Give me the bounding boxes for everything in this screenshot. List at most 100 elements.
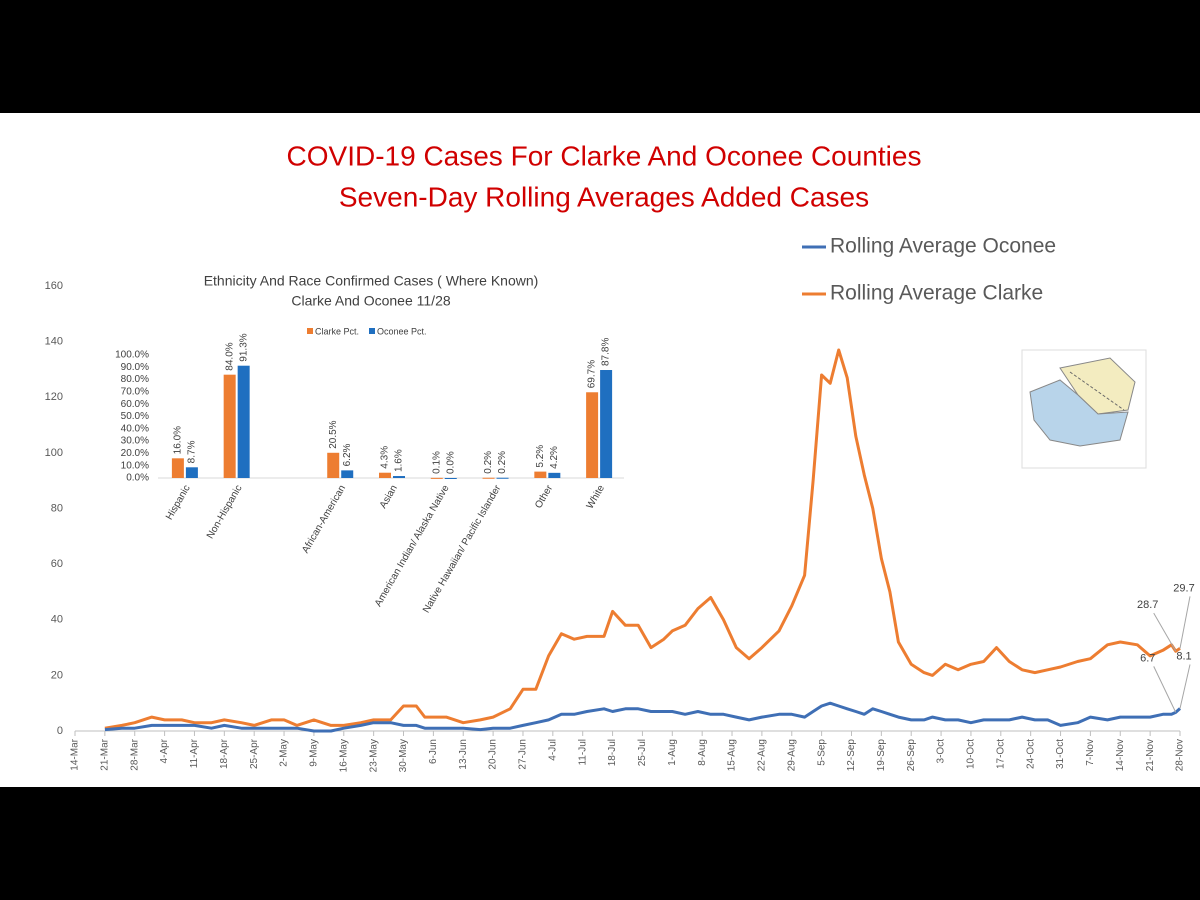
x-tick-label: 25-Apr xyxy=(249,738,260,769)
x-tick-label: 1-Aug xyxy=(667,739,678,766)
data-label: 69.7% xyxy=(587,360,598,388)
bar xyxy=(586,392,599,478)
y-tick-label: 120 xyxy=(45,391,63,403)
y-tick-label: 40.0% xyxy=(121,423,149,434)
x-tick-label: 14-Nov xyxy=(1115,739,1126,771)
label-leader xyxy=(1179,596,1191,649)
x-tick-label: 11-Jul xyxy=(577,739,588,766)
bar xyxy=(379,472,391,478)
bar xyxy=(444,478,457,479)
bar xyxy=(548,472,561,478)
y-tick-label: 80.0% xyxy=(121,374,149,385)
inset-title: Ethnicity And Race Confirmed Cases ( Whe… xyxy=(204,273,539,289)
x-tick-label: 4-Apr xyxy=(159,738,170,763)
legend-swatch xyxy=(369,328,375,334)
series-line xyxy=(104,701,1182,733)
x-tick-label: 6-Jun xyxy=(428,739,439,764)
x-tick-label: 9-May xyxy=(309,739,320,767)
x-tick-label: 13-Jun xyxy=(458,739,469,770)
y-tick-label: 30.0% xyxy=(121,436,149,447)
x-tick-label: 25-Jul xyxy=(637,739,648,766)
x-tick-label: 17-Oct xyxy=(995,739,1006,769)
bar xyxy=(430,477,443,479)
x-tick-label: 8-Aug xyxy=(697,739,708,766)
x-tick-label: 14-Mar xyxy=(70,738,81,770)
data-label: 0.2% xyxy=(483,451,494,474)
data-label: 6.7 xyxy=(1140,652,1155,664)
x-tick-label: 3-Oct xyxy=(936,739,947,764)
x-tick-label: 22-Aug xyxy=(757,739,768,771)
x-tick-label: 18-Apr xyxy=(219,738,230,769)
label-leader xyxy=(1153,612,1177,652)
bar xyxy=(600,370,613,478)
chart-subtitle: Seven-Day Rolling Averages Added Cases xyxy=(339,181,869,212)
label-leader xyxy=(1153,666,1177,713)
y-tick-label: 0 xyxy=(57,725,63,737)
x-tick-label: 10-Oct xyxy=(966,739,977,769)
x-tick-label: 23-May xyxy=(368,739,379,772)
label-leader xyxy=(1179,664,1191,709)
bar xyxy=(482,477,495,479)
data-label: 20.5% xyxy=(328,420,339,448)
series-line xyxy=(104,348,1181,730)
legend-label: Rolling Average Oconee xyxy=(830,235,1056,258)
bar xyxy=(185,467,198,478)
x-tick-label: 5-Sep xyxy=(816,739,827,766)
y-tick-label: 140 xyxy=(45,336,63,348)
x-tick-label: 16-May xyxy=(338,739,349,772)
data-label: 87.8% xyxy=(601,338,612,366)
x-tick-label: 15-Aug xyxy=(727,739,738,771)
data-label: 6.2% xyxy=(342,443,353,466)
x-tick-label: 30-May xyxy=(398,739,409,772)
x-tick-label: 19-Sep xyxy=(876,739,887,772)
y-tick-label: 20.0% xyxy=(121,448,149,459)
legend-label: Oconee Pct. xyxy=(377,326,427,336)
y-tick-label: 50.0% xyxy=(121,411,149,422)
legend-label: Rolling Average Clarke xyxy=(830,282,1043,305)
x-tick-label: 28-Mar xyxy=(129,738,140,770)
x-tick-label: 12-Sep xyxy=(846,739,857,772)
bar xyxy=(171,458,184,478)
x-tick-label: 26-Sep xyxy=(906,739,917,772)
x-tick-label: 24-Oct xyxy=(1025,739,1036,769)
x-tick-label: 21-Mar xyxy=(100,738,111,770)
y-tick-label: 80 xyxy=(51,502,63,514)
x-tick-label: 28-Nov xyxy=(1175,739,1186,771)
data-label: 0.0% xyxy=(445,451,456,474)
bar xyxy=(341,470,354,478)
bar xyxy=(237,365,250,478)
x-tick-label: 7-Nov xyxy=(1085,739,1096,766)
x-tick-label: 20-Jun xyxy=(488,739,499,770)
y-tick-label: 70.0% xyxy=(121,387,149,398)
y-tick-label: 60.0% xyxy=(121,399,149,410)
legend-label: Clarke Pct. xyxy=(315,326,359,336)
data-label: 16.0% xyxy=(173,426,184,454)
data-label: 1.6% xyxy=(394,449,405,472)
y-tick-label: 100 xyxy=(45,447,63,459)
bar xyxy=(534,471,547,478)
map-road xyxy=(1069,371,1125,411)
x-tick-label: 2-May xyxy=(279,739,290,767)
y-tick-label: 160 xyxy=(45,280,63,292)
county-map xyxy=(1021,349,1147,469)
data-label: 8.1 xyxy=(1176,650,1191,662)
data-label: 4.3% xyxy=(380,446,391,469)
map-county xyxy=(1029,379,1129,447)
data-label: 84.0% xyxy=(224,342,235,370)
y-tick-label: 60 xyxy=(51,558,63,570)
bar xyxy=(496,477,509,479)
y-tick-label: 90.0% xyxy=(121,362,149,373)
data-label: 29.7 xyxy=(1173,582,1194,594)
data-label: 8.7% xyxy=(187,440,198,463)
y-tick-label: 100.0% xyxy=(115,350,149,361)
chart-title: COVID-19 Cases For Clarke And Oconee Cou… xyxy=(287,140,922,171)
bar xyxy=(393,476,405,478)
bar xyxy=(327,452,340,478)
x-tick-label: 27-Jun xyxy=(518,739,529,770)
slide xyxy=(0,113,1200,787)
y-tick-label: 10.0% xyxy=(121,460,149,471)
x-tick-label: 21-Nov xyxy=(1145,739,1156,771)
data-label: 91.3% xyxy=(238,333,249,361)
x-tick-label: 11-Apr xyxy=(189,738,200,768)
